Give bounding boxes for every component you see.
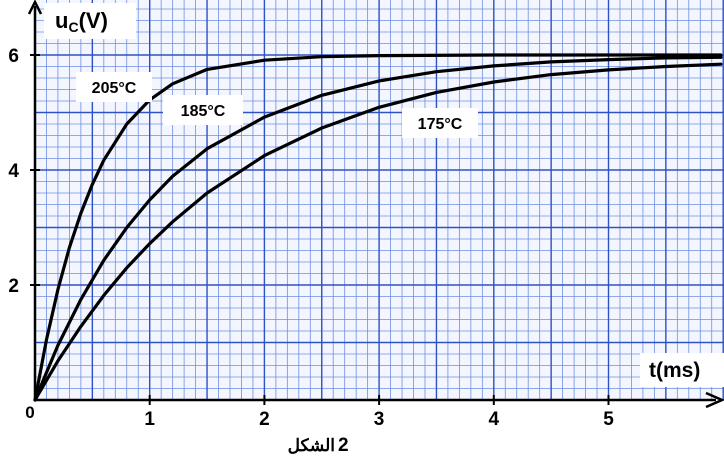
- y-axis-label-symbol: u: [55, 8, 68, 33]
- series-label-box: [163, 95, 243, 125]
- x-axis-label-box: [640, 353, 724, 387]
- axes-group: [27, 0, 724, 409]
- y-axis-label-box: [44, 3, 136, 39]
- x-tick-label: 1: [144, 409, 155, 430]
- x-axis-arrow-icon: [705, 391, 724, 409]
- curve-2: [33, 55, 723, 402]
- y-axis-label-unit: (V): [79, 8, 108, 33]
- x-tick-label: 2: [259, 409, 270, 430]
- y-tick-label: 4: [8, 161, 19, 182]
- series-label: 175°C: [418, 116, 463, 133]
- y-tick-label: 6: [8, 46, 19, 67]
- series-label-box: [402, 108, 478, 138]
- figure-caption-number: 2: [338, 435, 349, 456]
- series-label: 185°C: [181, 103, 226, 120]
- curve-3: [33, 62, 723, 402]
- tick-labels: 1 2 3 4 5 2 4 6 0: [8, 46, 614, 430]
- y-axis-label: uC(V): [55, 8, 108, 35]
- series-label: 205°C: [92, 80, 137, 97]
- series-label-box: [76, 72, 152, 102]
- y-tick-label: 2: [8, 276, 19, 297]
- x-tick-label: 3: [374, 409, 385, 430]
- x-tick-label: 5: [603, 409, 614, 430]
- y-axis-arrow-icon: [27, 0, 43, 15]
- y-axis-label-subscript: C: [68, 19, 78, 35]
- major-grid: [35, 0, 724, 400]
- x-tick-label: 4: [489, 409, 500, 430]
- x-axis-label: t(ms): [649, 359, 700, 382]
- origin-label: 0: [25, 403, 34, 422]
- series-labels: 205°C 185°C 175°C: [76, 72, 478, 138]
- figure-caption-text: الشكل: [288, 436, 335, 455]
